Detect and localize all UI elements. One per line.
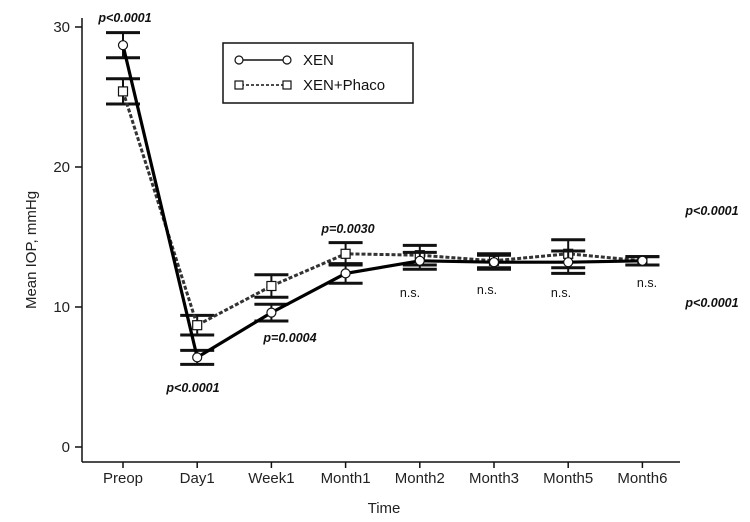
p-value-annotation: p<0.0001 — [684, 296, 738, 310]
p-value-annotation: n.s. — [400, 286, 420, 300]
series-layer — [106, 31, 660, 366]
data-point — [117, 86, 129, 97]
data-point — [266, 280, 277, 292]
p-value-annotation: p<0.0001 — [684, 204, 738, 218]
legend-marker-xen-phaco-right — [282, 80, 292, 90]
series-xen — [106, 31, 660, 366]
data-point — [488, 257, 500, 268]
legend-marker-xen-left — [234, 55, 244, 65]
data-point — [414, 255, 425, 266]
data-point — [340, 268, 351, 279]
p-value-annotation: p<0.0001 — [165, 381, 219, 395]
series-line — [121, 44, 643, 360]
y-tick-label: 30 — [53, 19, 70, 36]
series-xen-phaco — [106, 77, 660, 337]
y-tick-label: 20 — [53, 159, 70, 176]
x-axis-title: Time — [368, 500, 401, 517]
data-point — [563, 257, 574, 268]
x-tick-label: Week1 — [248, 470, 294, 487]
p-value-annotation: p=0.0030 — [320, 222, 374, 236]
data-point — [192, 320, 203, 331]
data-point — [340, 248, 351, 259]
x-tick-label: Month6 — [617, 470, 667, 487]
x-tick-label: Month3 — [469, 470, 519, 487]
legend: XEN XEN+Phaco — [222, 42, 414, 104]
p-value-annotation: n.s. — [637, 276, 657, 290]
x-tick-label: Day1 — [180, 470, 215, 487]
y-tick-label: 0 — [62, 439, 70, 456]
y-tick-label: 10 — [53, 299, 70, 316]
x-tick-label: Month1 — [321, 470, 371, 487]
legend-box — [222, 42, 414, 104]
p-value-annotation: p=0.0004 — [262, 331, 316, 345]
data-point — [637, 255, 648, 266]
legend-label-xen-phaco: XEN+Phaco — [303, 77, 385, 94]
data-point — [117, 40, 129, 51]
x-tick-label: Month2 — [395, 470, 445, 487]
y-axis-title: Mean IOP, mmHg — [23, 191, 40, 309]
legend-marker-xen-phaco-left — [234, 80, 244, 90]
x-tick-label: Month5 — [543, 470, 593, 487]
annotations: p<0.0001 p<0.0001 p=0.0004 p=0.0030 n.s. n.s.… — [97, 11, 738, 395]
p-value-annotation: n.s. — [551, 286, 571, 300]
data-point — [192, 352, 203, 363]
legend-marker-xen-right — [282, 55, 292, 65]
p-value-annotation: p<0.0001 — [97, 11, 151, 25]
data-point — [266, 307, 277, 318]
series-line — [121, 90, 643, 328]
axes: 0 10 20 30 Preop Day1 Week1 Month1 Month2 Month3 M… — [53, 18, 680, 487]
legend-label-xen: XEN — [303, 52, 334, 69]
p-value-annotation: n.s. — [477, 283, 497, 297]
x-tick-label: Preop — [103, 470, 143, 487]
